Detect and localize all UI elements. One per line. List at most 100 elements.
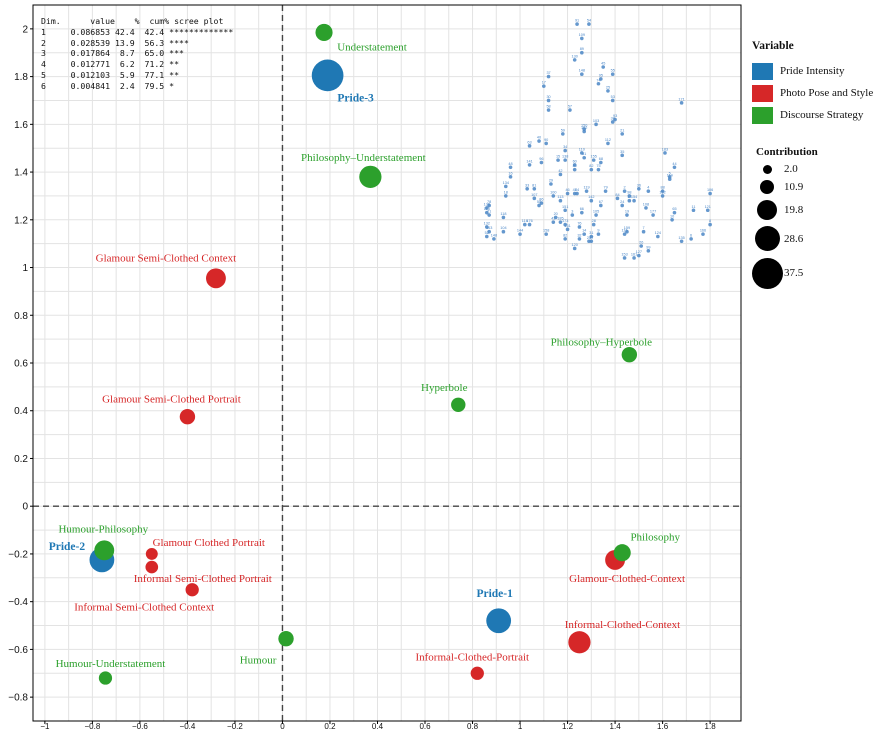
individual-label: 82 [563, 233, 567, 237]
y-tick-label: 2 [22, 24, 28, 35]
individual-point [637, 186, 641, 191]
size-legend-label: 37.5 [784, 267, 804, 279]
individual-label: 66 [580, 207, 584, 211]
scree-header: Dim. value % cum% scree plot [41, 16, 224, 26]
individual-label: 106 [707, 188, 713, 192]
individual-label: 45 [601, 62, 605, 66]
category-label: Glamour Semi-Clothed Context [96, 252, 237, 264]
individual-label: 86 [539, 198, 543, 202]
individual-point [577, 225, 582, 229]
individual-label: 81 [532, 183, 536, 187]
individual-label: 32 [577, 233, 581, 237]
category-label: Glamour-Clothed-Context [569, 573, 685, 585]
individual-label: 34 [563, 145, 567, 149]
individual-point [596, 232, 601, 236]
individual-label: 18 [504, 190, 508, 194]
individual-label: 84 [615, 193, 619, 197]
individual-point [565, 227, 570, 232]
y-tick-label: −0.4 [8, 597, 28, 608]
size-legend-item: 2.0 [750, 162, 818, 176]
category-label: Informal Semi-Clothed Portrait [134, 573, 272, 585]
category-point [94, 540, 115, 561]
individual-label: 44 [672, 162, 676, 166]
individual-point [606, 141, 610, 146]
individual-point [580, 210, 584, 215]
individual-point [582, 232, 586, 236]
x-tick-label: −0.6 [132, 722, 148, 729]
y-tick-label: −0.2 [8, 549, 28, 560]
y-tick-label: 0.6 [14, 359, 28, 370]
individual-label: 17 [542, 81, 546, 85]
individual-point [549, 182, 553, 186]
individual-point [527, 163, 532, 167]
category-label: Pride-1 [476, 588, 513, 600]
individual-point [589, 167, 594, 172]
individual-label: 90 [544, 138, 548, 142]
individual-label: 80 [573, 164, 577, 168]
individual-point [503, 194, 508, 198]
individual-label: 102 [581, 126, 587, 130]
category-point [621, 346, 638, 363]
individual-point [537, 139, 541, 143]
size-dot [760, 179, 774, 194]
x-tick-label: 0.6 [419, 722, 431, 729]
individual-label: 136 [484, 202, 490, 206]
scree-row: 6 0.004841 2.4 79.5 * [41, 80, 175, 91]
x-tick-label: 0 [280, 722, 285, 729]
individual-point [596, 81, 601, 86]
individual-label: 120 [572, 243, 578, 247]
category-points [89, 23, 638, 685]
individual-label: 183 [662, 147, 668, 151]
size-legend-item: 19.8 [750, 197, 818, 223]
individual-point [572, 163, 577, 167]
individual-label: 110 [579, 147, 585, 151]
individual-point [627, 198, 632, 203]
individual-label: 12 [627, 195, 631, 199]
individual-label: 54 [587, 19, 591, 23]
individual-label: 89 [580, 47, 584, 51]
individual-label: 171 [678, 97, 684, 101]
x-tick-label: −1 [40, 722, 50, 729]
individual-label: 55 [611, 69, 615, 73]
individual-point [522, 222, 527, 227]
individual-label: 176 [526, 219, 532, 223]
individual-point [537, 203, 541, 208]
category-label: Humour [240, 655, 277, 667]
category-point [145, 560, 159, 574]
individual-label: 67 [599, 200, 603, 204]
individual-point [580, 36, 584, 41]
scree-row: 5 0.012103 5.9 77.1 ** [41, 69, 180, 80]
individual-label: 108 [643, 202, 649, 206]
individual-point [484, 206, 489, 210]
individual-label: 166 [700, 229, 706, 233]
individual-point [641, 229, 646, 234]
y-tick-label: 1.4 [14, 168, 28, 179]
individual-label: 16 [508, 171, 512, 175]
individual-point [563, 222, 567, 227]
individual-label: 100 [550, 190, 556, 194]
category-label: Humour-Understatement [56, 658, 166, 670]
category-label: Informal-Clothed-Context [565, 619, 680, 631]
individual-label: 173 [562, 219, 568, 223]
individual-label: 5 [669, 171, 671, 175]
legend-label: Discourse Strategy [780, 109, 864, 121]
individual-point [546, 74, 551, 79]
individual-point [691, 208, 696, 213]
individual-label: 36 [637, 183, 641, 187]
category-point [451, 397, 466, 412]
individual-label: 130 [572, 54, 578, 58]
individual-label: 177 [650, 210, 656, 214]
individual-point [565, 191, 570, 196]
individual-point [627, 194, 632, 198]
scree-row: 2 0.028539 13.9 56.3 **** [41, 37, 189, 48]
individual-label: 46 [565, 188, 569, 192]
size-dot [754, 226, 780, 251]
individual-point [601, 65, 606, 69]
individual-point [708, 191, 712, 196]
individual-point [484, 225, 489, 229]
individual-label: 63 [527, 140, 531, 144]
individual-point [625, 213, 629, 217]
category-point [185, 583, 199, 597]
individual-label: 152 [659, 190, 665, 194]
